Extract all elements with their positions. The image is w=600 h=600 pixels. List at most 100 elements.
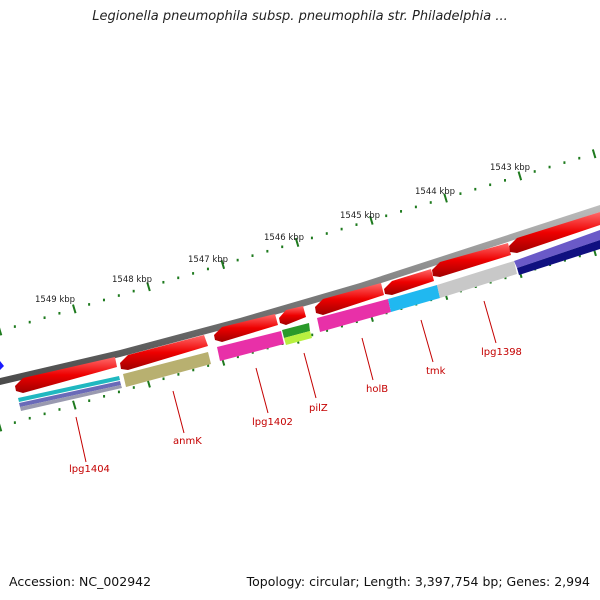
ring-dot — [563, 161, 566, 164]
gene-label-lpg1402: lpg1402 — [252, 417, 293, 428]
gene-labels: lpg1404 anmK lpg1402 pilZ holB tmk lpg13… — [69, 347, 522, 475]
ring-dot — [340, 324, 343, 328]
kbp-label-1543: 1543 kbp — [490, 163, 530, 173]
tick-mark — [220, 259, 226, 270]
blue-gene-arrow — [0, 361, 4, 370]
tick-mark — [443, 193, 448, 203]
ring-dot — [117, 294, 120, 297]
ring-dot — [578, 254, 581, 258]
gene-arrow-lpg1402 — [214, 314, 278, 342]
ring-dot — [58, 311, 61, 315]
kbp-label-1549: 1549 kbp — [35, 295, 75, 305]
ring-dot — [414, 205, 417, 209]
ring-dot — [236, 355, 239, 359]
cog-band-tmk — [388, 285, 440, 312]
ring-dot — [326, 329, 329, 332]
ring-dot — [236, 258, 239, 262]
ring-dot — [355, 320, 358, 324]
ring-dot — [504, 179, 507, 182]
ring-dot — [548, 165, 551, 169]
ring-dot — [400, 210, 403, 213]
ring-dot — [459, 192, 462, 195]
ring-dot — [340, 227, 343, 231]
ring-dot — [266, 249, 269, 253]
gene-arrow-pilZ — [279, 306, 306, 325]
ring-dot — [43, 316, 46, 320]
ring-dot — [58, 408, 61, 411]
ring-dot — [311, 333, 314, 337]
ring-dot — [504, 276, 507, 280]
cog-band-next-navy — [517, 240, 600, 275]
label-leaders — [75, 300, 497, 463]
ring-dot — [251, 351, 254, 354]
cog-band-holB — [317, 299, 391, 332]
gene-label-lpg1398: lpg1398 — [481, 347, 522, 358]
tick-mark — [294, 237, 300, 247]
cog-band-lpg1404-blue — [19, 381, 121, 407]
ring-dot — [102, 298, 105, 302]
cog-band-lpg1398 — [437, 261, 517, 298]
kbp-label-1546: 1546 kbp — [264, 233, 304, 243]
kbp-labels: 1549 kbp 1548 kbp 1547 kbp 1546 kbp 1545… — [35, 163, 530, 305]
ring-dot — [192, 272, 195, 275]
ring-dot — [474, 187, 477, 191]
gene-arrow-holB — [315, 283, 384, 315]
ring-dot — [28, 416, 31, 420]
tick-mark — [517, 171, 523, 181]
ring-dot — [88, 303, 91, 306]
gene-arrows — [15, 212, 600, 393]
ring-dot — [177, 276, 180, 280]
leader-lpg1398 — [483, 300, 497, 344]
ring-dot — [489, 183, 492, 187]
tick-mark — [72, 304, 77, 314]
tick-mark — [146, 282, 151, 292]
gene-arrow-lpg1404 — [15, 357, 117, 393]
kbp-label-1548: 1548 kbp — [112, 275, 152, 285]
gene-label-tmk: tmk — [426, 366, 446, 377]
leader-tmk — [420, 319, 434, 363]
map-title: Legionella pneumophila subsp. pneumophil… — [92, 9, 508, 24]
tick-mark — [369, 215, 374, 225]
ring-dot — [207, 364, 210, 367]
ring-dot — [578, 156, 581, 160]
kbp-label-1545: 1545 kbp — [340, 211, 380, 221]
ring-dot — [563, 259, 566, 262]
leader-holB — [361, 337, 374, 381]
leader-lpg1404 — [75, 416, 87, 463]
ring-dot — [28, 320, 31, 324]
cog-band-lpg1404-cyan — [18, 376, 120, 402]
tick-mark — [591, 149, 597, 159]
ring-dot — [132, 386, 135, 389]
ring-dot — [385, 214, 388, 218]
tick-mark — [0, 423, 3, 432]
genome-summary-text: Topology: circular; Length: 3,397,754 bp… — [246, 574, 590, 589]
ring-dot — [162, 377, 165, 381]
cog-band-next-purple — [514, 230, 600, 268]
tick-mark — [72, 400, 77, 410]
gene-label-anmK: anmK — [173, 436, 202, 447]
ring-dot — [533, 170, 536, 173]
outer-tick-marks — [0, 149, 597, 336]
ring-dot — [13, 421, 16, 424]
gene-arrow-tmk — [384, 269, 434, 295]
gene-arrow-next — [509, 212, 600, 253]
cog-band-pilZ-lime — [284, 331, 312, 345]
leader-lpg1402 — [255, 367, 269, 414]
ring-dot — [192, 368, 195, 372]
genome-backbone — [0, 205, 600, 385]
ring-dot — [103, 395, 106, 398]
ring-dot — [132, 289, 135, 293]
kbp-label-1544: 1544 kbp — [415, 187, 455, 197]
cog-band-lpg1402 — [217, 331, 284, 361]
gene-label-pilZ: pilZ — [309, 403, 328, 414]
cog-band-pilZ-green — [282, 323, 310, 338]
ring-dot — [177, 373, 180, 376]
accession-text: Accession: NC_002942 — [9, 574, 152, 589]
ring-dot — [13, 325, 16, 328]
leader-anmK — [172, 390, 185, 434]
ring-dot — [162, 280, 165, 284]
ring-dot — [206, 267, 209, 271]
ring-dot — [429, 201, 432, 204]
kbp-label-1547: 1547 kbp — [188, 255, 228, 265]
cog-bands — [18, 230, 600, 411]
